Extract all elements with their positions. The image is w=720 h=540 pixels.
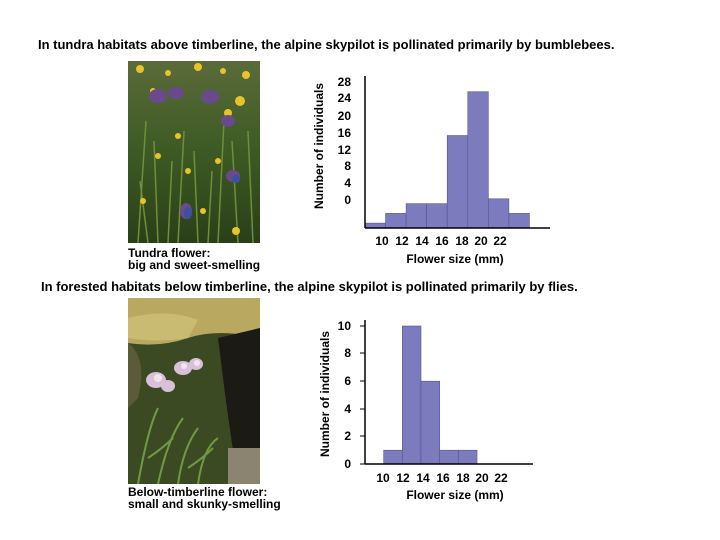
y-tick-label: 0 [344,457,351,471]
y-tick-label: 10 [338,319,352,333]
forest-heading: In forested habitats below timberline, t… [41,279,578,294]
y-axis-label: Number of individuals [312,83,326,209]
x-tick-label: 10 [376,471,390,485]
x-tick-label: 12 [395,234,409,248]
x-tick-label: 14 [416,471,430,485]
y-tick-label: 6 [344,374,351,388]
tundra-heading: In tundra habitats above timberline, the… [38,37,615,52]
tundra-flower-photo [128,61,260,243]
histogram-bar [426,203,448,229]
y-tick-label: 4 [344,402,351,416]
y-tick-label: 28 [338,75,352,89]
histogram-bar [508,213,530,229]
histogram-bar [458,449,478,465]
y-tick-label: 16 [338,126,352,140]
x-tick-label: 12 [396,471,410,485]
histogram-bar [402,325,422,465]
histogram-bar [467,91,489,229]
y-tick-label: 24 [338,91,352,105]
histogram-bar [385,213,407,229]
forest-caption-line1: Below-timberline flower: [128,485,268,499]
histogram-bar [383,449,403,465]
tundra-caption: Tundra flower: big and sweet-smelling [128,247,260,271]
forest-caption: Below-timberline flower: small and skunk… [128,486,281,510]
y-tick-label: 20 [338,109,352,123]
y-tick-label: 4 [344,176,351,190]
histogram-bar [439,449,459,465]
tundra-caption-line2: big and sweet-smelling [128,258,261,272]
x-axis-label: Flower size (mm) [406,488,503,502]
tundra-caption-line1: Tundra flower: [128,246,211,260]
x-tick-label: 20 [475,471,489,485]
histogram-bar [420,380,440,465]
x-axis-label: Flower size (mm) [406,252,503,266]
x-tick-label: 22 [494,471,508,485]
histogram-bar [488,198,510,229]
x-tick-label: 22 [493,234,507,248]
x-tick-label: 16 [435,234,449,248]
tundra-size-histogram: 28 24 20 16 12 8 4 0 10 12 14 16 18 20 22 Flower size (… [312,75,550,266]
x-tick-label: 10 [375,234,389,248]
x-tick-label: 18 [455,234,469,248]
forest-caption-line2: small and skunky-smelling [128,497,281,511]
y-tick-label: 0 [344,193,351,207]
x-tick-label: 14 [415,234,429,248]
histogram-bar [446,135,469,229]
x-tick-label: 20 [474,234,488,248]
forest-flower-photo [128,298,260,484]
x-tick-label: 18 [456,471,470,485]
y-tick-label: 8 [344,159,351,173]
y-tick-label: 2 [344,429,351,443]
y-axis-label: Number of individuals [318,331,332,457]
y-tick-label: 8 [344,346,351,360]
y-tick-label: 12 [338,143,352,157]
histogram-bar [405,203,427,229]
x-tick-label: 16 [436,471,450,485]
